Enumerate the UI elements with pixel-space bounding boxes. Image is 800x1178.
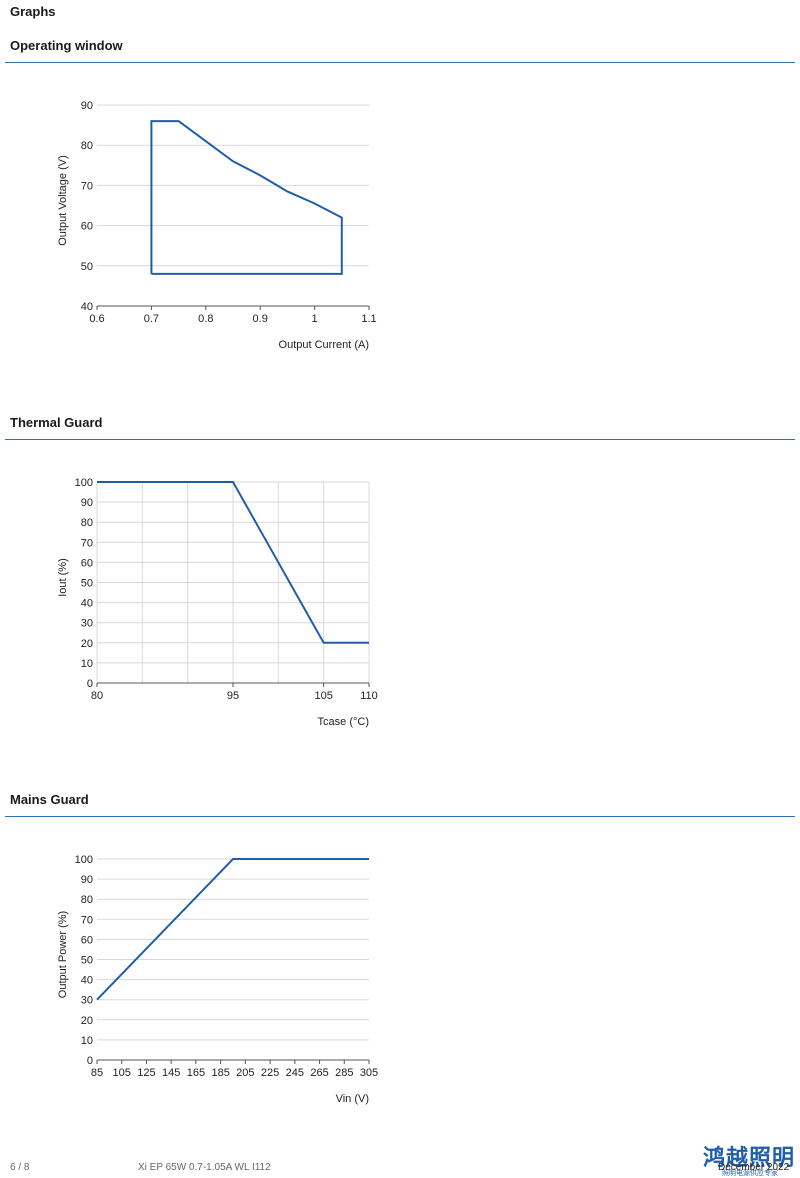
x-axis-label: Vin (V) — [336, 1093, 369, 1105]
y-tick-label: 40 — [81, 598, 93, 610]
x-tick-label: 85 — [91, 1067, 103, 1079]
y-tick-label: 20 — [81, 638, 93, 650]
x-tick-label: 105 — [113, 1067, 131, 1079]
x-tick-label: 225 — [261, 1067, 279, 1079]
y-tick-label: 80 — [81, 140, 93, 152]
x-tick-label: 0.9 — [253, 313, 268, 325]
mains-guard-chart-svg: 85 105 125 145 165 185 205 225 245 265 285 30501020… — [57, 854, 378, 1105]
series-line — [150, 120, 343, 275]
x-tick-label: 0.6 — [89, 313, 104, 325]
y-tick-label: 30 — [81, 995, 93, 1007]
x-tick-label: 0.8 — [198, 313, 213, 325]
y-tick-label: 0 — [87, 1055, 93, 1067]
thermal-guard-chart: 80 95 105 110 0 10 20 30 40 50 60 70 80 90 100 Tcase (°… — [0, 457, 400, 797]
y-tick-label: 100 — [75, 477, 93, 489]
x-tick-label: 0.7 — [144, 313, 159, 325]
x-tick-label: 125 — [137, 1067, 155, 1079]
y-tick-label: 60 — [81, 557, 93, 569]
series-line — [97, 481, 369, 644]
section-title-mains-guard: Mains Guard — [10, 792, 89, 807]
y-tick-label: 10 — [81, 658, 93, 670]
x-tick-label: 95 — [227, 690, 239, 702]
y-axis-label: Output Power (%) — [57, 911, 69, 998]
company-logo-tagline: 照明电源供应专家 — [722, 1169, 778, 1177]
y-axis-label: Iout (%) — [57, 558, 69, 597]
footer-date: December 2022 — [718, 1162, 790, 1173]
x-tick-label: 110 — [360, 690, 378, 702]
y-tick-label: 50 — [81, 578, 93, 590]
y-tick-label: 90 — [81, 497, 93, 509]
footer-page-number: 6 / 8 — [10, 1162, 30, 1173]
x-axis-label: Tcase (°C) — [318, 716, 369, 728]
section-divider — [5, 62, 795, 63]
operating-window-chart-svg: 0.6 0.7 0.8 0.9 1 1.1 40 50 60 70 80 90 Output Curre… — [57, 100, 377, 351]
y-tick-label: 100 — [75, 854, 93, 866]
x-axis-label: Output Current (A) — [279, 339, 369, 351]
y-tick-label: 60 — [81, 221, 93, 233]
operating-window-chart: 0.6 0.7 0.8 0.9 1 1.1 40 50 60 70 80 90 Output Curre… — [0, 80, 400, 420]
y-tick-label: 50 — [81, 261, 93, 273]
x-tick-label: 205 — [236, 1067, 254, 1079]
y-tick-label: 80 — [81, 894, 93, 906]
x-tick-label: 285 — [335, 1067, 353, 1079]
page-title: Graphs — [10, 4, 56, 19]
section-divider — [5, 439, 795, 440]
x-tick-label: 1 — [312, 313, 318, 325]
x-tick-label: 145 — [162, 1067, 180, 1079]
mains-guard-chart: 85 105 125 145 165 185 205 225 245 265 285 305 0 10 20… — [0, 834, 400, 1174]
x-tick-label: 185 — [211, 1067, 229, 1079]
y-tick-label: 90 — [81, 874, 93, 886]
y-tick-label: 80 — [81, 517, 93, 529]
y-tick-label: 20 — [81, 1015, 93, 1027]
series-line — [96, 858, 369, 1001]
x-tick-label: 105 — [314, 690, 332, 702]
x-tick-label: 265 — [310, 1067, 328, 1079]
y-tick-label: 30 — [81, 618, 93, 630]
y-axis-label: Output Voltage (V) — [57, 155, 69, 246]
y-tick-label: 90 — [81, 100, 93, 112]
y-tick-label: 0 — [87, 678, 93, 690]
company-logo: 鸿越照明 — [703, 1146, 796, 1171]
x-tick-label: 80 — [91, 690, 103, 702]
section-title-thermal-guard: Thermal Guard — [10, 415, 103, 430]
y-tick-label: 60 — [81, 934, 93, 946]
y-tick-label: 10 — [81, 1035, 93, 1047]
x-tick-label: 305 — [360, 1067, 378, 1079]
y-tick-label: 50 — [81, 955, 93, 967]
x-tick-label: 165 — [187, 1067, 205, 1079]
thermal-guard-chart-svg: 80 95 105 110 0 10 20 30 40 50 60 70 80 90 100 Tcase (°… — [57, 477, 378, 728]
x-tick-label: 1.1 — [361, 313, 376, 325]
section-divider — [5, 816, 795, 817]
y-tick-label: 40 — [81, 301, 93, 313]
x-tick-label: 245 — [286, 1067, 304, 1079]
y-tick-label: 70 — [81, 537, 93, 549]
footer-product-name: Xi EP 65W 0.7-1.05A WL I112 — [138, 1162, 271, 1173]
y-tick-label: 70 — [81, 180, 93, 192]
section-title-operating-window: Operating window — [10, 38, 123, 53]
y-tick-label: 70 — [81, 914, 93, 926]
y-tick-label: 40 — [81, 975, 93, 987]
